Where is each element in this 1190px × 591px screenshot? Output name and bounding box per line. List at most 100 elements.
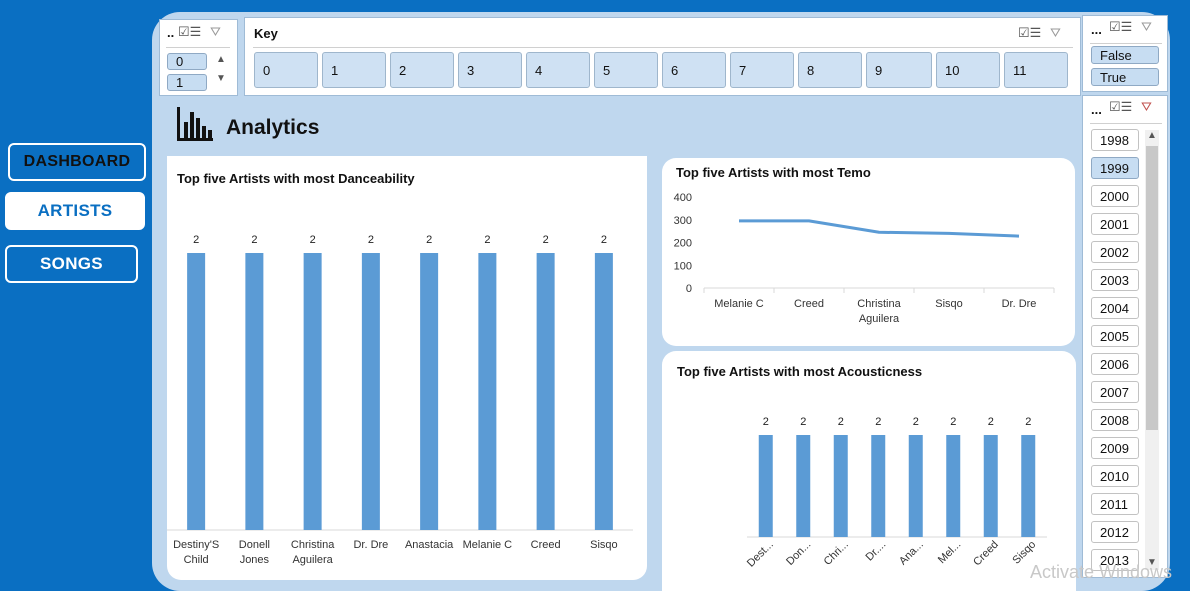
y-tick-label-0: 0 (686, 283, 692, 295)
x-tick-label-6: Creed (971, 539, 1001, 569)
year-item-2009[interactable]: 2009 (1091, 437, 1139, 459)
bar-7 (1021, 435, 1036, 537)
data-label-4: 2 (426, 234, 432, 246)
x-tick-label-4: Ana... (897, 539, 926, 568)
year-item-2010[interactable]: 2010 (1091, 465, 1139, 487)
data-label-5: 2 (484, 234, 490, 246)
bar-0 (187, 253, 206, 530)
key-item-11[interactable]: 11 (1004, 52, 1068, 88)
year-item-2011[interactable]: 2011 (1091, 493, 1139, 515)
year-scrollbar[interactable]: ▲ ▼ (1145, 130, 1159, 570)
x-tick-label-3: Dr. Dre (353, 539, 388, 551)
multi-select-icon[interactable]: ☑☰ (1109, 99, 1133, 114)
year-slicer-title: ... (1091, 102, 1102, 117)
danceability-chart-title: Top five Artists with most Danceability (177, 171, 415, 186)
key-item-6[interactable]: 6 (662, 52, 726, 88)
x-tick-label-5: Melanie C (463, 539, 513, 551)
data-label-4: 2 (913, 416, 919, 428)
data-label-7: 2 (601, 234, 607, 246)
scroll-down-icon[interactable]: ▼ (1147, 557, 1157, 568)
key-item-10[interactable]: 10 (936, 52, 1000, 88)
data-label-3: 2 (368, 234, 374, 246)
x-tick-label-1: Don... (784, 539, 813, 568)
danceability-chart: 2 Destiny'S Child 2 Donell Jones 2 Christina Agu… (167, 234, 633, 566)
x-tick-label-1-0: Donell (239, 539, 270, 551)
data-label-0: 2 (763, 416, 769, 428)
key-item-0[interactable]: 0 (254, 52, 318, 88)
key-item-2[interactable]: 2 (390, 52, 454, 88)
year-item-2013[interactable]: 2013 (1091, 549, 1139, 571)
y-tick-label-4: 400 (674, 192, 692, 204)
year-item-2000[interactable]: 2000 (1091, 185, 1139, 207)
songs-nav-button[interactable]: SONGS (5, 245, 138, 283)
year-slicer: ... ☑☰ ⛛ 1998 1999 2000 2001 2002 2003 2004 200… (1082, 95, 1168, 578)
explicit-item-false[interactable]: False (1091, 46, 1159, 64)
scroll-up-icon[interactable]: ▲ (216, 54, 226, 65)
year-item-2001[interactable]: 2001 (1091, 213, 1139, 235)
clear-filter-icon[interactable]: ⛛ (210, 24, 221, 39)
scroll-down-icon[interactable]: ▼ (216, 73, 226, 84)
clear-filter-icon[interactable]: ⛛ (1141, 19, 1152, 34)
bar-1 (245, 253, 264, 530)
data-label-1: 2 (251, 234, 257, 246)
x-tick-label-4: Dr. Dre (1002, 298, 1037, 310)
key-item-4[interactable]: 4 (526, 52, 590, 88)
mode-slicer-title: .. (167, 25, 175, 40)
scroll-thumb[interactable] (1146, 146, 1158, 430)
year-item-2004[interactable]: 2004 (1091, 297, 1139, 319)
data-label-2: 2 (838, 416, 844, 428)
year-item-2006[interactable]: 2006 (1091, 353, 1139, 375)
key-item-8[interactable]: 8 (798, 52, 862, 88)
x-tick-label-7: Sisqo (590, 539, 618, 551)
tempo-chart-title: Top five Artists with most Temo (676, 165, 871, 180)
year-item-1998[interactable]: 1998 (1091, 129, 1139, 151)
key-item-3[interactable]: 3 (458, 52, 522, 88)
bar-6 (983, 435, 998, 537)
clear-filter-icon[interactable]: ⛛ (1050, 25, 1061, 40)
bar-6 (536, 253, 555, 530)
mode-slicer: .. ☑☰ ⛛ 0 1 ▲ ▼ (159, 19, 238, 96)
acousticness-chart: 2 Dest... 2 Don... 2 Chri... 2 Dr.... 2 Ana... 2 Me… (745, 416, 1047, 570)
year-item-2003[interactable]: 2003 (1091, 269, 1139, 291)
x-tick-label-2: Chri... (822, 539, 851, 568)
key-item-1[interactable]: 1 (322, 52, 386, 88)
explicit-slicer: ... ☑☰ ⛛ False True (1082, 15, 1168, 92)
multi-select-icon[interactable]: ☑☰ (178, 24, 202, 39)
key-item-9[interactable]: 9 (866, 52, 932, 88)
bar-2 (833, 435, 848, 537)
key-item-7[interactable]: 7 (730, 52, 794, 88)
artists-nav-button[interactable]: ARTISTS (5, 192, 145, 230)
data-label-6: 2 (543, 234, 549, 246)
bar-4 (908, 435, 923, 537)
page-title: Analytics (226, 116, 320, 139)
bar-1 (796, 435, 811, 537)
year-item-2007[interactable]: 2007 (1091, 381, 1139, 403)
bar-0 (758, 435, 773, 537)
x-tick-label-0-0: Destiny'S (173, 539, 219, 551)
year-item-2012[interactable]: 2012 (1091, 521, 1139, 543)
year-item-2002[interactable]: 2002 (1091, 241, 1139, 263)
mode-item-0[interactable]: 0 (167, 53, 207, 70)
danceability-chart-card: Top five Artists with most Danceability … (167, 156, 647, 580)
data-label-5: 2 (950, 416, 956, 428)
x-tick-label-0: Dest... (745, 539, 776, 570)
key-slicer: Key ☑☰ ⛛ 0 1 2 3 4 5 6 7 8 9 10 11 (244, 17, 1081, 96)
year-item-1999[interactable]: 1999 (1091, 157, 1139, 179)
bar-chart-icon (177, 107, 213, 141)
multi-select-icon[interactable]: ☑☰ (1109, 19, 1133, 34)
key-item-5[interactable]: 5 (594, 52, 658, 88)
clear-filter-icon[interactable]: ⛛ (1141, 99, 1152, 114)
x-tick-label-4: Anastacia (405, 539, 454, 551)
multi-select-icon[interactable]: ☑☰ (1018, 25, 1042, 40)
explicit-item-true[interactable]: True (1091, 68, 1159, 86)
x-tick-label-1: Creed (794, 298, 824, 310)
mode-item-1[interactable]: 1 (167, 74, 207, 91)
year-item-2008[interactable]: 2008 (1091, 409, 1139, 431)
dashboard-nav-button[interactable]: DASHBOARD (8, 143, 146, 181)
scroll-up-icon[interactable]: ▲ (1147, 130, 1157, 141)
tempo-series-line (739, 219, 1020, 238)
acousticness-chart-card: Top five Artists with most Acousticness … (662, 351, 1076, 591)
bar-5 (478, 253, 497, 530)
year-item-2005[interactable]: 2005 (1091, 325, 1139, 347)
y-tick-label-3: 300 (674, 215, 692, 227)
